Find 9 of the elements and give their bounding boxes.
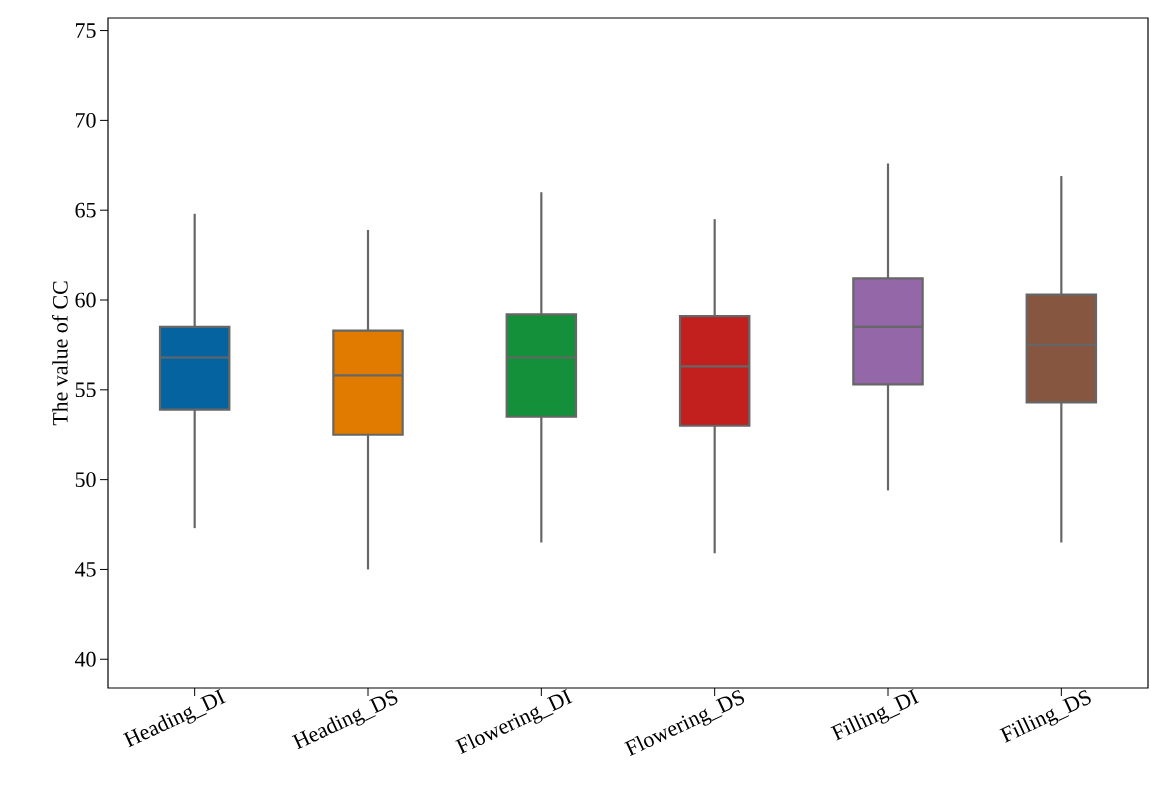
y-axis-title: The value of CC — [52, 281, 68, 426]
y-tick-label: 40 — [74, 651, 96, 667]
y-tick-label: 70 — [76, 112, 96, 128]
y-tick-label: 55 — [75, 382, 96, 398]
y-tick-label: 60 — [75, 292, 96, 308]
y-tick-label: 45 — [74, 562, 96, 577]
y-tick-label: 50 — [75, 472, 96, 488]
y-tick-label: 65 — [75, 202, 96, 218]
y-tick-label: 75 — [76, 23, 96, 38]
